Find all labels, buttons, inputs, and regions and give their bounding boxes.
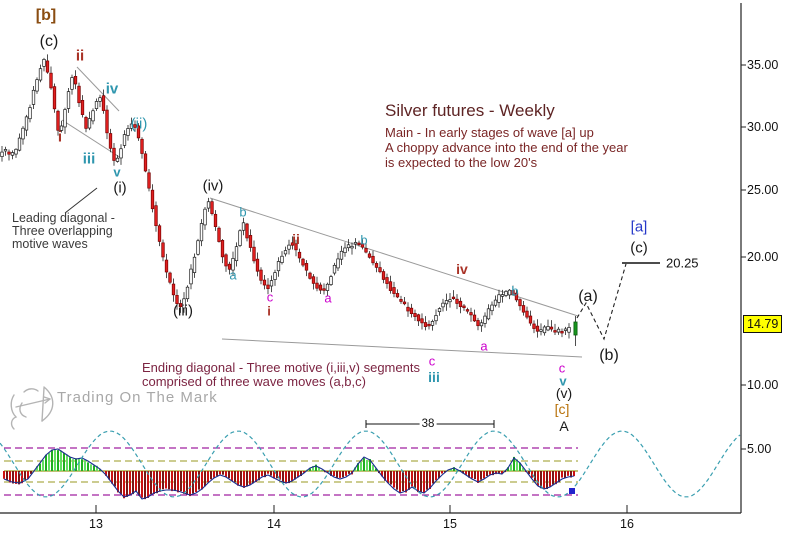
commentary-line: A choppy advance into the end of the yea… xyxy=(385,140,628,155)
x-axis-label: 13 xyxy=(89,517,103,531)
watermark-text: Trading On The Mark xyxy=(57,389,218,406)
cycle-line xyxy=(0,430,741,498)
wave-label-iii: iii xyxy=(428,369,440,385)
wave-label-ii: ii xyxy=(75,47,85,65)
wave-label-a: a xyxy=(480,338,488,354)
axes xyxy=(0,3,746,514)
target-price-label: 20.25 xyxy=(666,255,699,271)
last-price-badge: 14.79 xyxy=(743,315,783,333)
x-axis-label: 16 xyxy=(620,517,634,531)
wave-label-c: [c] xyxy=(554,401,570,417)
y-axis-label: 35.00 xyxy=(747,58,779,72)
wave-label-b: b xyxy=(239,204,247,220)
wave-label-i: (i) xyxy=(113,179,127,197)
wave-label-b: [b] xyxy=(35,7,57,24)
commentary-line: Main - In early stages of wave [a] up xyxy=(385,125,594,140)
y-axis-label: 10.00 xyxy=(747,378,779,392)
wave-label-b: b xyxy=(511,283,519,299)
wave-label-a: a xyxy=(324,290,332,306)
ending-diagonal-note: Ending diagonal - Three motive (i,iii,v)… xyxy=(142,360,420,389)
archer-logo xyxy=(10,386,54,430)
wave-label-b: (b) xyxy=(599,347,619,364)
wave-label-iii: iii xyxy=(82,150,96,168)
wave-label-c: (c) xyxy=(630,239,648,257)
leading-diagonal-note: Leading diagonal - Three overlapping mot… xyxy=(12,211,115,251)
wave-label-a: a xyxy=(229,267,237,283)
chart-title-block: Silver futures - Weekly Main - In early … xyxy=(385,101,628,170)
wave-label-i: i xyxy=(57,128,63,146)
x-axis-label: 14 xyxy=(267,517,281,531)
wave-label-c: c xyxy=(558,360,566,376)
commentary-line: is expected to the low 20's xyxy=(385,155,538,170)
wave-label-ii: (ii) xyxy=(130,115,148,133)
wave-label-iv: (iv) xyxy=(202,177,224,195)
y-axis-label: 5.00 xyxy=(747,442,772,456)
x-axis-label: 15 xyxy=(443,517,457,531)
candles xyxy=(0,54,578,346)
wave-label-i: i xyxy=(267,303,271,319)
wave-label-iii: (iii) xyxy=(173,302,193,320)
wave-label-ii: ii xyxy=(292,231,300,247)
wave-label-v: v xyxy=(559,373,567,389)
wave-label-a: [a] xyxy=(630,218,648,236)
wave-label-b: b xyxy=(360,232,368,248)
y-axis-label: 30.00 xyxy=(747,120,779,134)
y-axis-label: 25.00 xyxy=(747,183,779,197)
y-axis-label: 20.00 xyxy=(747,250,779,264)
wave-label-c: (c) xyxy=(39,33,59,50)
wave-label-a: (a) xyxy=(578,288,598,305)
chart-title: Silver futures - Weekly xyxy=(385,101,555,120)
wave-label-c: c xyxy=(428,353,436,369)
wave-label-c: c xyxy=(266,289,274,305)
wave-label-iv: iv xyxy=(105,80,119,98)
wave-label-v: v xyxy=(113,164,121,180)
wave-label-A: A xyxy=(559,418,569,434)
wave-label-v: (v) xyxy=(555,385,573,401)
oscillator-pane xyxy=(3,447,578,500)
cycle-measure-label: 38 xyxy=(419,418,437,430)
wave-label-iv: iv xyxy=(456,261,468,277)
